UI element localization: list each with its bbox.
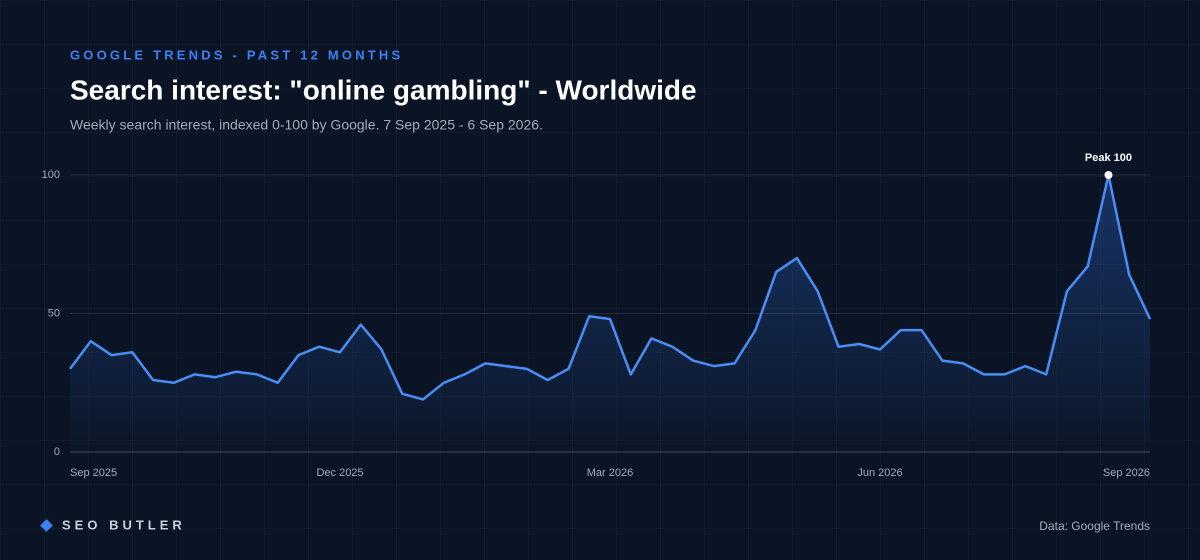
x-tick-label: Jun 2026	[857, 467, 902, 479]
brand-icon	[40, 519, 53, 532]
peak-marker	[1104, 171, 1113, 179]
supertitle: GOOGLE TRENDS - PAST 12 MONTHS	[70, 47, 403, 62]
x-tick-label: Sep 2025	[70, 467, 117, 479]
y-tick-label: 0	[54, 446, 60, 458]
x-tick-label: Sep 2026	[1103, 467, 1150, 479]
line	[69, 173, 1152, 401]
subtitle: Weekly search interest, indexed 0-100 by…	[70, 117, 543, 133]
x-tick-label: Mar 2026	[587, 467, 633, 479]
source: Data: Google Trends	[1039, 519, 1150, 533]
x-tick-label: Dec 2025	[316, 467, 363, 479]
brand: SEO BUTLER	[62, 517, 186, 532]
area	[70, 175, 1150, 452]
peak-label: Peak 100	[1085, 152, 1132, 164]
chart-title: Search interest: "online gambling" - Wor…	[70, 74, 697, 105]
y-tick-label: 50	[48, 307, 60, 319]
y-tick-label: 100	[42, 169, 60, 181]
